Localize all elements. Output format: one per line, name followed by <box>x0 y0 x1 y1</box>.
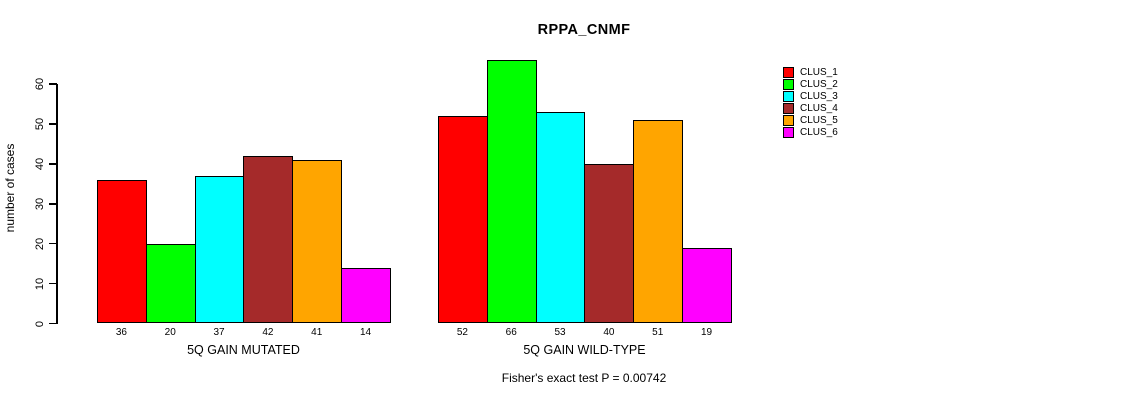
bar-clus-2-5q-gain-mutated <box>145 243 196 324</box>
bar-clus-6-5q-gain-wild-type <box>682 247 732 324</box>
legend-swatch-clus-5 <box>783 114 794 126</box>
y-tick-mark <box>49 203 57 205</box>
bar-value-label: 20 <box>164 327 176 338</box>
bar-clus-5-5q-gain-wild-type <box>633 119 684 324</box>
bar-value-label: 53 <box>554 327 566 338</box>
legend-item-clus-3: CLUS_3 <box>783 90 838 102</box>
legend-swatch-clus-1 <box>783 66 794 78</box>
bar-value-label: 36 <box>115 327 127 338</box>
legend-swatch-clus-2 <box>783 78 794 90</box>
y-tick-mark <box>49 83 57 85</box>
y-tick-mark <box>49 242 57 245</box>
chart-title: RPPA_CNMF <box>537 22 631 38</box>
bar-value-label: 51 <box>652 327 664 338</box>
legend-swatch-clus-3 <box>783 90 794 102</box>
legend-label: CLUS_1 <box>800 66 838 78</box>
legend-item-clus-5: CLUS_5 <box>783 114 838 126</box>
legend-item-clus-2: CLUS_2 <box>783 78 838 90</box>
y-tick-label: 60 <box>34 77 46 91</box>
legend-swatch-clus-4 <box>783 102 794 114</box>
group-label-5q-gain-mutated: 5Q GAIN MUTATED <box>187 343 300 357</box>
y-tick-label: 30 <box>34 197 46 210</box>
group-label-5q-gain-wild-type: 5Q GAIN WILD-TYPE <box>523 343 646 357</box>
y-tick-mark <box>49 322 57 325</box>
legend-label: CLUS_4 <box>800 102 838 114</box>
fisher-test-annotation: Fisher's exact test P = 0.00742 <box>501 371 667 385</box>
legend-label: CLUS_5 <box>800 114 838 126</box>
legend-label: CLUS_2 <box>800 78 838 90</box>
legend-swatch-clus-6 <box>783 126 794 138</box>
y-tick-mark <box>49 123 57 125</box>
bar-clus-3-5q-gain-wild-type <box>535 111 586 324</box>
y-tick-label: 20 <box>34 237 46 250</box>
legend-item-clus-6: CLUS_6 <box>783 126 838 138</box>
legend-label: CLUS_3 <box>800 90 838 102</box>
y-tick-mark <box>49 282 57 285</box>
y-axis-label: number of cases <box>3 143 17 233</box>
y-tick-label: 0 <box>34 320 46 327</box>
bar-value-label: 37 <box>213 327 225 338</box>
y-tick-label: 40 <box>34 157 46 170</box>
bar-value-label: 52 <box>456 327 468 338</box>
legend-label: CLUS_6 <box>800 126 838 138</box>
bar-value-label: 42 <box>262 327 274 338</box>
bar-clus-5-5q-gain-mutated <box>292 159 343 324</box>
bar-value-label: 14 <box>359 327 372 338</box>
bar-clus-3-5q-gain-mutated <box>194 175 245 324</box>
bar-clus-4-5q-gain-mutated <box>243 155 294 324</box>
bar-value-label: 40 <box>603 327 615 338</box>
bar-clus-1-5q-gain-wild-type <box>438 115 488 324</box>
y-tick-label: 50 <box>34 117 46 131</box>
bar-value-label: 66 <box>505 327 517 338</box>
bar-clus-4-5q-gain-wild-type <box>584 163 635 324</box>
bar-value-label: 41 <box>311 327 323 338</box>
bar-clus-1-5q-gain-mutated <box>97 179 147 324</box>
bar-value-label: 19 <box>700 327 713 338</box>
y-axis-line <box>56 84 58 324</box>
legend-item-clus-1: CLUS_1 <box>783 66 838 78</box>
legend-item-clus-4: CLUS_4 <box>783 102 838 114</box>
y-tick-label: 10 <box>34 277 46 290</box>
bar-clus-2-5q-gain-wild-type <box>486 60 537 324</box>
bar-clus-6-5q-gain-mutated <box>341 267 391 324</box>
y-tick-mark <box>49 163 57 165</box>
